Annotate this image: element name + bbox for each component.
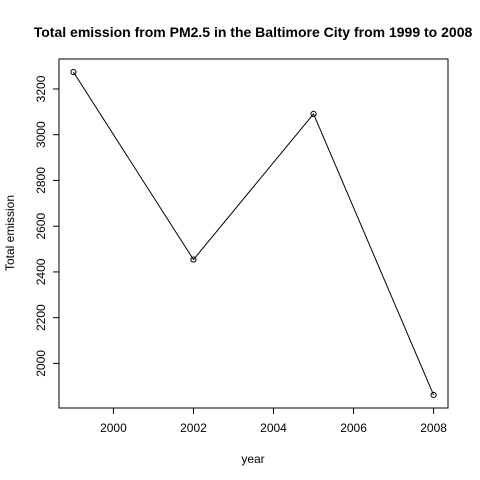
y-tick-label: 2600 bbox=[34, 213, 48, 240]
y-tick-label: 2000 bbox=[34, 350, 48, 377]
y-tick-label: 3200 bbox=[34, 75, 48, 102]
y-axis-label: Total emission bbox=[3, 195, 17, 271]
x-tick-label: 2004 bbox=[260, 421, 287, 435]
data-point bbox=[70, 68, 77, 76]
y-axis: 2000 2200 2400 2600 2800 3000 3200 bbox=[34, 75, 60, 377]
x-axis-label: year bbox=[241, 452, 264, 466]
x-tick-label: 2008 bbox=[420, 421, 447, 435]
x-axis: 2000 2002 2004 2006 2008 bbox=[100, 407, 447, 435]
data-point bbox=[190, 256, 197, 263]
y-tick-label: 3000 bbox=[34, 121, 48, 148]
y-tick-label: 2800 bbox=[34, 167, 48, 194]
chart-title: Total emission from PM2.5 in the Baltimo… bbox=[34, 24, 473, 40]
series-line bbox=[72, 71, 435, 396]
x-tick-label: 2002 bbox=[180, 421, 207, 435]
plot-frame bbox=[58, 58, 449, 409]
x-tick-label: 2000 bbox=[100, 421, 127, 435]
data-point bbox=[310, 110, 317, 117]
data-point bbox=[430, 391, 437, 399]
y-tick-label: 2400 bbox=[34, 258, 48, 285]
data-points bbox=[70, 68, 437, 399]
x-tick-label: 2006 bbox=[340, 421, 367, 435]
y-tick-label: 2200 bbox=[34, 304, 48, 331]
